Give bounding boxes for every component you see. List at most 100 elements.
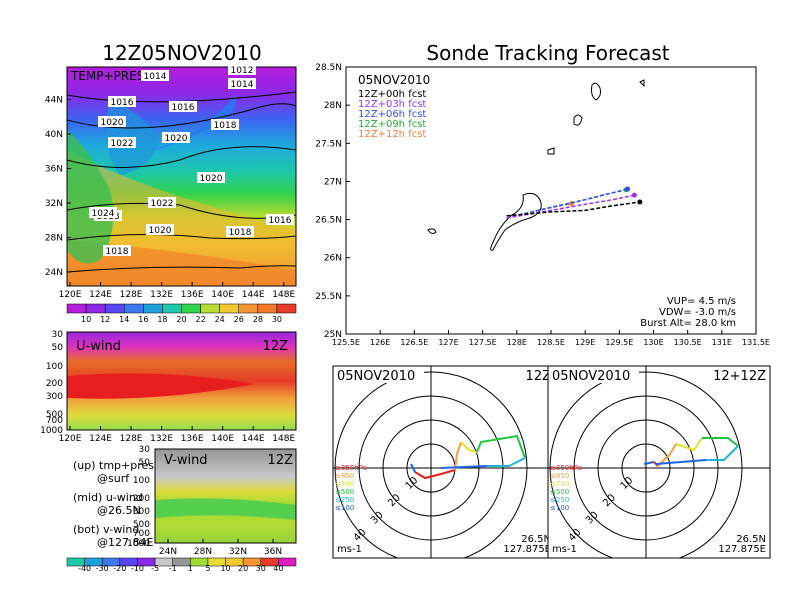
y-tick-label: 26.5N (315, 216, 342, 226)
colorbar-label: 10 (220, 564, 230, 573)
contour-label-bg (228, 64, 256, 75)
colorbar-swatch (200, 303, 220, 314)
colorbar-label: 18 (157, 315, 167, 324)
x-tick-label: 124E (89, 290, 112, 300)
hodo-trace (655, 459, 707, 465)
contour-label-bg (98, 116, 126, 127)
note-bot2: @127.84E (97, 536, 153, 549)
x-tick-label: 128E (507, 338, 527, 347)
colorbar-label: 22 (195, 315, 205, 324)
x-tick-label: 130.5E (674, 338, 702, 347)
hodo-trace (657, 443, 677, 467)
hodo-legend-entry: ≤850 (550, 472, 569, 480)
x-tick-label: 126.5E (400, 338, 428, 347)
y-tick-label: 25.5N (315, 292, 342, 302)
colorbar-swatch (278, 557, 297, 567)
hodo-legend-entry: ≤250 (335, 496, 354, 504)
y-tick-label: 1000 (127, 539, 150, 549)
note-mid2: @26.5N (97, 504, 141, 517)
hodo-units: ms-1 (337, 544, 362, 555)
y-tick-label: 500 (133, 520, 150, 530)
contour-label: 1012 (231, 66, 254, 76)
hodo-legend-entry: ≤700 (335, 480, 354, 488)
track-legend-entry: 12Z+09h fcst (358, 119, 426, 130)
x-tick-label: 131.5E (742, 338, 770, 347)
y-tick-label: 700 (46, 416, 63, 426)
hodo-legend-entry: ≤250 (550, 496, 569, 504)
hodo-legend-entry: ≥850hPa (550, 464, 582, 472)
hodo-frame (332, 365, 556, 559)
v-wind-time: 12Z (268, 453, 294, 468)
colorbar-label: 28 (253, 315, 263, 324)
x-tick-label: 125.5E (332, 338, 360, 347)
x-tick-label: 127.5E (469, 338, 497, 347)
hodo-header-bg (334, 367, 424, 383)
u-wind-time: 12Z (263, 339, 289, 354)
colorbar-swatch (162, 303, 182, 314)
x-tick-label: 36N (264, 547, 282, 557)
contour-label-bg (226, 226, 254, 237)
u-x-ticks: 120E 124E 128E 132E 136E 140E 144E 148E (59, 426, 295, 444)
hodo-time: 12Z (526, 369, 552, 384)
hodo-legend-entry: ≤700 (550, 480, 569, 488)
v-wind-label: V-wind (164, 453, 208, 468)
y-tick-label: 200 (133, 494, 150, 504)
y-tick-label: 50 (139, 458, 151, 468)
contour-label: 1014 (231, 80, 254, 90)
y-tick-label: 44N (45, 96, 63, 106)
colorbar-label: 12 (100, 315, 110, 324)
hodo-trace (454, 441, 462, 471)
tracking-header: 05NOV2010 (358, 73, 430, 87)
colorbar-label: 30 (272, 315, 282, 324)
hodo-trace (476, 434, 526, 459)
v-wind-field (155, 449, 296, 543)
x-tick-label: 28N (194, 547, 212, 557)
contour-label-bg (146, 224, 174, 235)
y-tick-label: 100 (133, 476, 150, 486)
v-colorbar: -40 -30 -20 -10 -5 -1 1 5 10 20 30 40 (66, 557, 297, 573)
colorbar-label: 16 (138, 315, 148, 324)
right-title: Sonde Tracking Forecast (426, 41, 669, 65)
contour-label: 1018 (214, 121, 237, 131)
x-tick-label: 136E (181, 290, 204, 300)
colorbar-swatch (219, 303, 240, 314)
hodo-trace (643, 461, 655, 465)
hodo-trace (706, 445, 739, 461)
colorbar-label: -30 (96, 564, 109, 573)
colorbar-swatch (257, 303, 278, 314)
contour-label-bg (162, 132, 190, 143)
track-stat: VUP= 4.5 m/s (667, 296, 736, 307)
y-tick-label: 30 (139, 445, 151, 455)
colorbar-swatch (276, 303, 297, 314)
x-tick-label: 140E (211, 434, 234, 444)
colorbar-label: 40 (273, 564, 283, 573)
hodo-location: 127.875E (718, 544, 766, 555)
track-paths (506, 186, 643, 219)
contour-label-bg (108, 96, 136, 107)
contour-label: 1016 (172, 103, 195, 113)
y-tick-label: 28.5N (315, 63, 342, 73)
colorbar-label: -1 (169, 564, 177, 573)
x-tick-label: 128E (120, 290, 143, 300)
hodo-trace (675, 437, 703, 452)
contour-label-bg (228, 78, 256, 89)
track-stat: VDW= -3.0 m/s (659, 307, 736, 318)
track-end-point (631, 192, 637, 198)
note-up2: @surf (97, 472, 130, 485)
y-tick-label: 500 (46, 410, 63, 420)
contour-label: 1016 (111, 98, 134, 108)
x-tick-label: 120E (59, 290, 82, 300)
note-bot: (bot) v-wind (73, 523, 139, 536)
x-tick-label: 148E (272, 434, 295, 444)
track-line (506, 201, 640, 217)
y-tick-label: 24N (45, 268, 63, 278)
contour-label-bg (108, 137, 136, 148)
hodo-units: ms-1 (552, 544, 577, 555)
x-tick-label: 32N (229, 547, 247, 557)
note-up: (up) tmp+pres (73, 459, 154, 472)
contour-label: 1018 (229, 228, 252, 238)
